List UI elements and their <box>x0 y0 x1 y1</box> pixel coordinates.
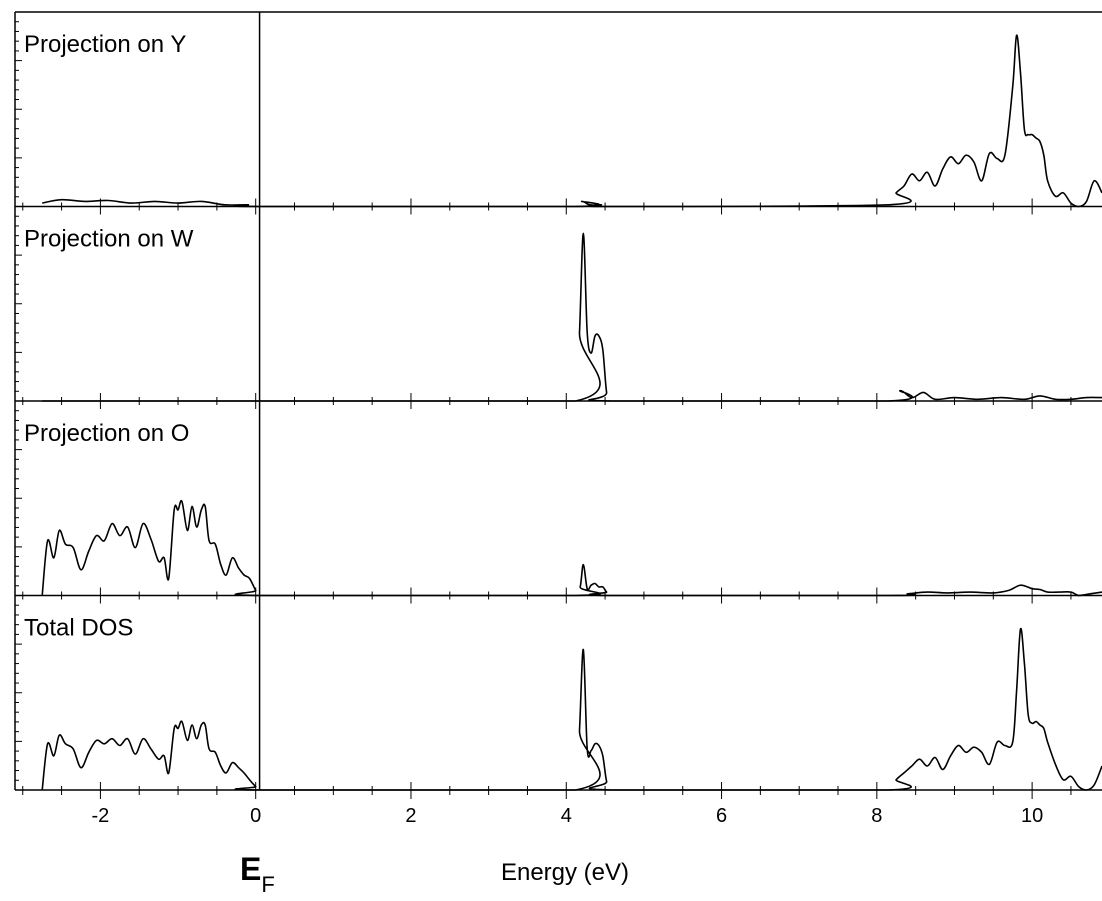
panel-label-2: Projection on W <box>24 226 194 253</box>
fermi-level-label: EF <box>240 851 275 896</box>
dos-curve-3 <box>41 499 1102 597</box>
x-tick-label: 2 <box>405 805 416 827</box>
dos-curve-4 <box>41 627 1102 791</box>
x-tick-label: 6 <box>716 805 727 827</box>
x-tick-label: -2 <box>92 805 110 827</box>
x-axis: -2 0 2 4 6 8 10 <box>22 790 1072 827</box>
fermi-label-sub: F <box>261 872 274 896</box>
panel-1: Projection on Y <box>15 11 1102 208</box>
dos-curve-2 <box>42 232 1102 402</box>
panel-label-3: Projection on O <box>24 420 189 447</box>
panel-4: Total DOS <box>15 595 1102 791</box>
panel-3: Projection on O <box>15 400 1102 597</box>
x-tick-label: 10 <box>1021 805 1043 827</box>
x-tick-label: 4 <box>561 805 572 827</box>
panel-label-1: Projection on Y <box>24 31 186 58</box>
fermi-label-main: E <box>240 851 261 887</box>
panel-2: Projection on W <box>15 206 1102 402</box>
frame-layer <box>14 11 1102 791</box>
x-tick-label: 8 <box>871 805 882 827</box>
panel-label-4: Total DOS <box>24 615 133 642</box>
x-tick-label: 0 <box>250 805 261 827</box>
x-axis-label: Energy (eV) <box>501 859 629 886</box>
dos-curve-1 <box>42 34 1102 208</box>
